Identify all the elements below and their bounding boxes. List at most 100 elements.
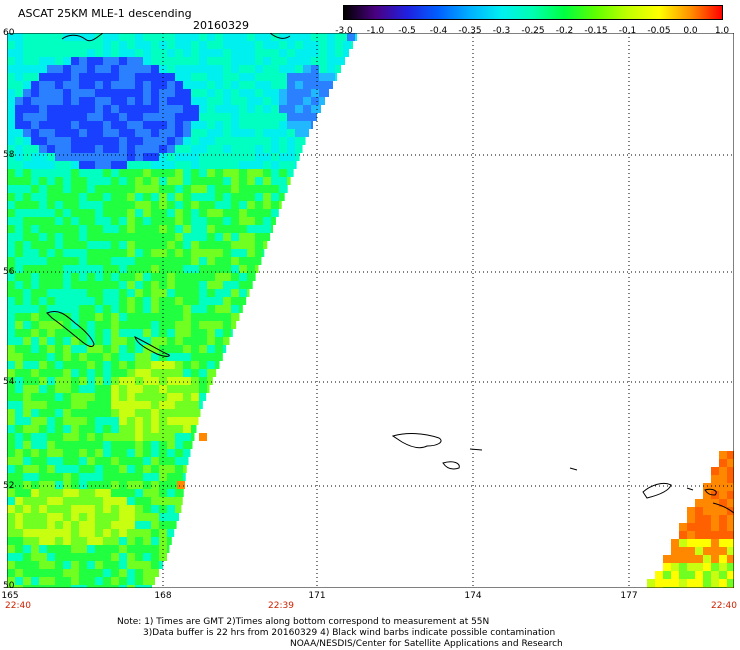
- swath-cell: [199, 153, 207, 161]
- swath-cell: [175, 153, 183, 161]
- swath-cell: [223, 185, 231, 193]
- swath-cell: [223, 193, 231, 201]
- swath-cell: [327, 33, 335, 41]
- swath-cell: [71, 449, 79, 457]
- swath-cell: [279, 185, 287, 193]
- swath-cell: [31, 49, 39, 57]
- swath-cell: [167, 177, 175, 185]
- swath-cell: [303, 41, 311, 49]
- swath-cell: [103, 145, 111, 153]
- swath-cell: [247, 265, 255, 273]
- swath-cell: [183, 473, 186, 481]
- swath-cell: [263, 209, 271, 217]
- swath-cell: [215, 305, 223, 313]
- swath-cell: [15, 81, 23, 89]
- swath-cell: [239, 121, 247, 129]
- swath-cell: [679, 555, 687, 563]
- swath-cell: [39, 217, 47, 225]
- swath-cell: [111, 449, 119, 457]
- swath-cell: [151, 529, 159, 537]
- swath-cell: [143, 353, 151, 361]
- swath-cell: [679, 571, 687, 579]
- swath-cell: [127, 89, 135, 97]
- swath-cell: [207, 369, 215, 377]
- swath-cell: [263, 161, 271, 169]
- swath-cell: [207, 169, 215, 177]
- swath-cell: [271, 153, 279, 161]
- swath-cell: [143, 561, 151, 569]
- swath-cell: [95, 561, 103, 569]
- swath-cell: [183, 97, 191, 105]
- swath-cell: [7, 409, 15, 417]
- swath-cell: [167, 521, 175, 529]
- swath-cell: [23, 233, 31, 241]
- swath-cell: [231, 209, 239, 217]
- swath-cell: [39, 185, 47, 193]
- swath-cell: [239, 33, 247, 41]
- swath-cell: [143, 129, 151, 137]
- map-date: 20160329: [193, 19, 249, 32]
- swath-cell: [87, 409, 95, 417]
- swath-cell: [167, 153, 175, 161]
- longitude-label: 168: [154, 591, 172, 601]
- swath-cell: [111, 217, 119, 225]
- swath-cell: [63, 289, 71, 297]
- swath-cell: [23, 297, 31, 305]
- swath-cell: [79, 289, 87, 297]
- swath-cell: [695, 547, 703, 555]
- swath-cell: [719, 539, 727, 547]
- swath-cell: [167, 409, 175, 417]
- swath-cell: [15, 521, 23, 529]
- swath-cell: [239, 113, 247, 121]
- swath-cell: [135, 553, 143, 561]
- swath-cell: [727, 499, 734, 507]
- graticule-grid: [7, 33, 734, 588]
- swath-cell: [167, 385, 175, 393]
- swath-cell: [207, 217, 215, 225]
- swath-cell: [15, 225, 23, 233]
- swath-cell: [671, 555, 679, 563]
- swath-cell: [23, 489, 31, 497]
- swath-cell: [31, 385, 39, 393]
- swath-cell: [151, 185, 159, 193]
- swath-cell: [175, 361, 183, 369]
- swath-cell: [39, 353, 47, 361]
- swath-cell: [167, 281, 175, 289]
- swath-cell: [71, 529, 79, 537]
- swath-cell: [231, 225, 239, 233]
- swath-cell: [207, 289, 215, 297]
- swath-cell: [31, 513, 39, 521]
- swath-cell: [703, 483, 711, 491]
- swath-cell: [191, 225, 199, 233]
- swath-cell: [79, 473, 87, 481]
- swath-cell: [7, 161, 15, 169]
- swath-cell: [239, 281, 247, 289]
- swath-cell: [47, 321, 55, 329]
- swath-cell: [167, 185, 175, 193]
- swath-cell: [135, 169, 143, 177]
- swath-cell: [247, 145, 255, 153]
- swath-cell: [15, 97, 23, 105]
- swath-cell: [95, 337, 103, 345]
- swath-cell: [167, 201, 175, 209]
- swath-cell: [127, 121, 135, 129]
- swath-cell: [263, 65, 271, 73]
- swath-cell: [15, 369, 23, 377]
- swath-cell: [151, 249, 159, 257]
- swath-cell: [39, 433, 47, 441]
- swath-cell: [103, 153, 111, 161]
- note-line-2: 3)Data buffer is 22 hrs from 20160329 4)…: [143, 628, 556, 638]
- swath-cell: [183, 73, 191, 81]
- swath-cell: [15, 233, 23, 241]
- swath-cell: [47, 193, 55, 201]
- swath-cell: [119, 569, 127, 577]
- swath-cell: [7, 129, 15, 137]
- swath-cell: [55, 57, 63, 65]
- swath-cell: [95, 553, 103, 561]
- swath-cell: [223, 81, 231, 89]
- swath-cell: [127, 113, 135, 121]
- swath-cell: [303, 73, 311, 81]
- swath-cell: [207, 177, 215, 185]
- swath-cell: [63, 321, 71, 329]
- swath-cell: [23, 161, 31, 169]
